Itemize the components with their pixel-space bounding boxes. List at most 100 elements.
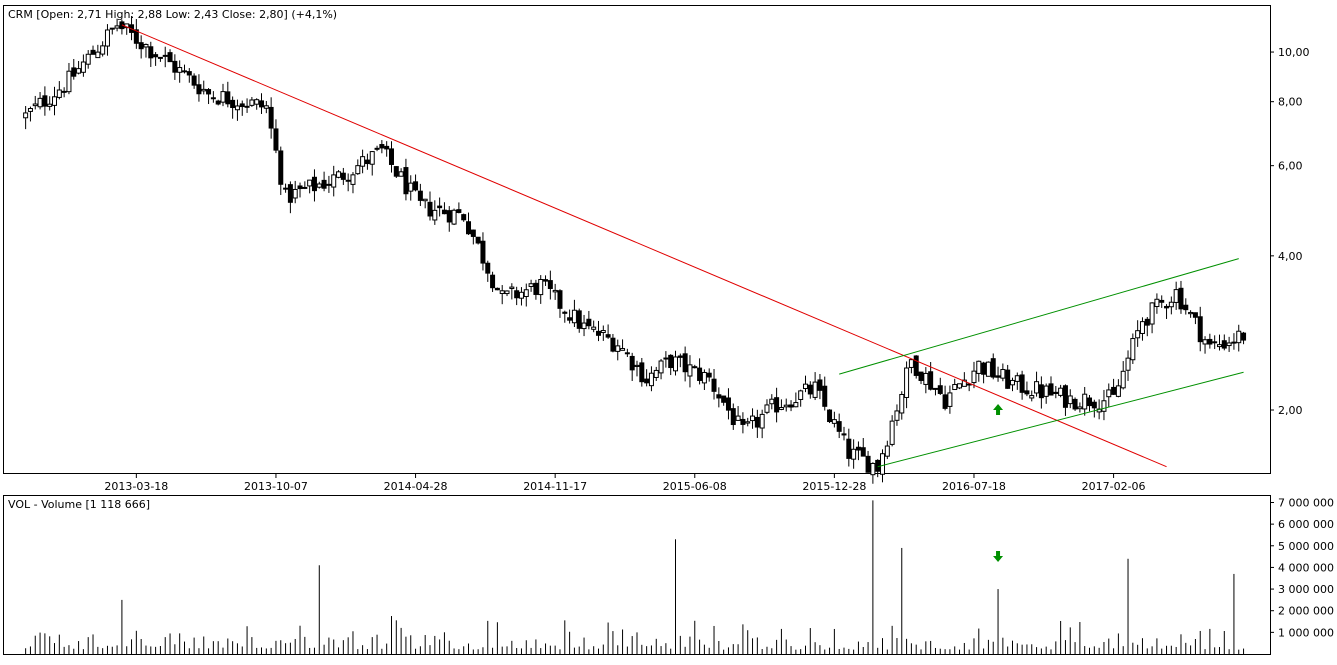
candle-down — [706, 372, 712, 378]
volume-panel-frame — [3, 495, 1271, 655]
candle-down — [716, 394, 722, 399]
candle-up — [1173, 289, 1179, 303]
candle-down — [1091, 401, 1097, 409]
candle-up — [1120, 370, 1126, 389]
candle-up — [350, 174, 356, 185]
candle-up — [1029, 395, 1035, 399]
channel-line — [839, 258, 1239, 375]
candle-down — [133, 29, 139, 44]
candle-up — [764, 404, 770, 413]
candle-down — [774, 397, 780, 413]
candle-down — [278, 150, 284, 185]
candle-down — [860, 447, 866, 457]
volume-y-tick-label: 4 000 000 — [1278, 561, 1334, 574]
price-y-tick-label: 8,00 — [1278, 96, 1303, 109]
candle-up — [812, 381, 818, 398]
candle-down — [1053, 391, 1059, 394]
candle-up — [904, 367, 910, 398]
candle-up — [908, 359, 914, 368]
candle-up — [100, 45, 106, 55]
candle-down — [692, 366, 698, 369]
candle-down — [677, 355, 683, 358]
candle-up — [769, 398, 775, 405]
candle-down — [287, 184, 293, 203]
candle-down — [311, 176, 317, 192]
candle-down — [259, 100, 265, 108]
candle-down — [157, 56, 163, 59]
candle-down — [167, 52, 173, 63]
candle-up — [1034, 381, 1040, 394]
candle-down — [1159, 299, 1165, 303]
candle-down — [788, 404, 794, 408]
candle-down — [682, 353, 688, 373]
candle-down — [384, 145, 390, 150]
candle-down — [1038, 384, 1044, 399]
candle-up — [1202, 339, 1208, 345]
candle-down — [1005, 369, 1011, 389]
price-x-tick-label: 2013-03-18 — [104, 480, 168, 493]
candle-down — [42, 95, 48, 107]
volume-bars — [25, 500, 1245, 654]
candle-down — [932, 387, 938, 390]
candle-up — [571, 309, 577, 324]
candle-up — [307, 179, 313, 187]
candle-up — [648, 372, 654, 387]
candle-down — [403, 167, 409, 195]
candle-up — [600, 330, 606, 334]
price-x-tick-label: 2016-07-18 — [942, 480, 1006, 493]
candle-up — [1139, 321, 1145, 334]
candle-down — [605, 334, 611, 338]
candle-up — [783, 404, 789, 408]
candle-down — [836, 421, 842, 432]
price-y-tick-label: 10,00 — [1278, 46, 1310, 59]
candle-up — [504, 290, 510, 295]
candle-down — [754, 416, 760, 428]
candle-down — [321, 179, 327, 189]
candle-up — [316, 183, 322, 188]
candle-up — [499, 290, 505, 295]
candle-up — [615, 345, 621, 352]
candle-down — [942, 394, 948, 409]
candle-down — [586, 318, 592, 327]
candle-up — [870, 462, 876, 476]
price-x-tick-label: 2014-11-17 — [523, 480, 587, 493]
candle-up — [957, 383, 963, 389]
volume-y-axis: 7 000 000 6 000 000 5 000 000 4 000 000 3 00… — [1270, 496, 1334, 639]
candle-up — [177, 67, 183, 73]
price-panel-title: CRM [Open: 2,71 High: 2,88 Low: 2,43 Clo… — [8, 8, 337, 21]
candle-up — [899, 393, 905, 414]
candle-down — [990, 358, 996, 378]
candle-up — [254, 99, 260, 105]
candle-up — [976, 360, 982, 374]
candle-down — [153, 54, 159, 58]
candle-down — [928, 371, 934, 390]
candle-up — [201, 88, 207, 92]
candle-down — [485, 262, 491, 274]
candle-up — [952, 384, 958, 391]
candle-up — [581, 322, 587, 330]
candle-down — [740, 418, 746, 425]
candle-up — [249, 99, 255, 106]
candle-up — [1115, 385, 1121, 397]
candle-up — [408, 182, 414, 192]
candle-up — [355, 165, 361, 175]
candle-up — [923, 372, 929, 385]
candle-up — [831, 419, 837, 424]
candle-up — [1149, 302, 1155, 325]
candle-down — [995, 375, 1001, 378]
candle-down — [1183, 304, 1189, 311]
candle-down — [1241, 332, 1247, 341]
candle-down — [663, 357, 669, 360]
candle-up — [778, 407, 784, 410]
candle-down — [1197, 316, 1203, 343]
candle-down — [427, 201, 433, 217]
candle-down — [1192, 312, 1198, 318]
candle-down — [225, 91, 231, 105]
candle-down — [1221, 340, 1227, 349]
candle-up — [1082, 393, 1088, 410]
candle-down — [576, 310, 582, 329]
down-arrow-icon — [993, 551, 1004, 562]
candle-up — [76, 68, 82, 74]
candle-up — [880, 453, 886, 475]
